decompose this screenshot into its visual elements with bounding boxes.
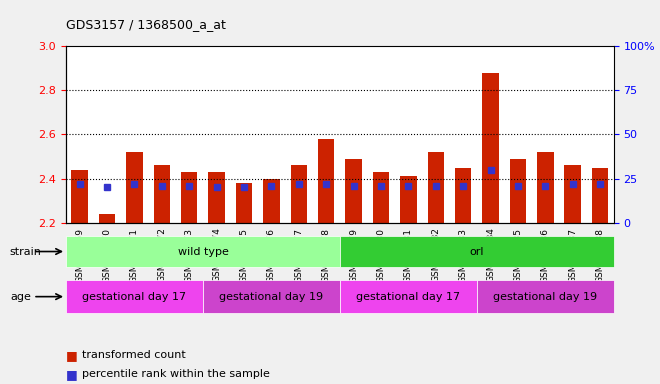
Bar	[482, 73, 499, 223]
Text: ■: ■	[66, 349, 78, 362]
Text: ■: ■	[66, 368, 78, 381]
Bar	[318, 139, 335, 223]
Text: GDS3157 / 1368500_a_at: GDS3157 / 1368500_a_at	[66, 18, 226, 31]
Text: gestational day 17: gestational day 17	[82, 291, 187, 302]
Bar	[537, 152, 554, 223]
Bar	[71, 170, 88, 223]
Bar	[203, 280, 340, 313]
Bar	[477, 280, 614, 313]
Text: age: age	[10, 291, 31, 302]
Text: strain: strain	[10, 247, 42, 257]
Text: gestational day 19: gestational day 19	[493, 291, 597, 302]
Text: gestational day 19: gestational day 19	[219, 291, 323, 302]
Bar	[428, 152, 444, 223]
Bar	[181, 172, 197, 223]
Bar	[455, 167, 471, 223]
Bar	[66, 280, 203, 313]
Text: wild type: wild type	[178, 247, 228, 257]
Bar	[373, 172, 389, 223]
Bar	[340, 280, 477, 313]
Bar	[564, 166, 581, 223]
Bar	[510, 159, 526, 223]
Text: transformed count: transformed count	[82, 350, 186, 360]
Bar	[263, 179, 280, 223]
Bar	[290, 166, 307, 223]
Text: orl: orl	[470, 247, 484, 257]
Text: percentile rank within the sample: percentile rank within the sample	[82, 369, 271, 379]
Bar	[236, 183, 252, 223]
Bar	[66, 236, 340, 267]
Bar	[340, 236, 614, 267]
Text: gestational day 17: gestational day 17	[356, 291, 461, 302]
Bar	[154, 166, 170, 223]
Bar	[400, 176, 416, 223]
Bar	[592, 167, 609, 223]
Bar	[209, 172, 225, 223]
Bar	[99, 214, 116, 223]
Bar	[126, 152, 143, 223]
Bar	[345, 159, 362, 223]
